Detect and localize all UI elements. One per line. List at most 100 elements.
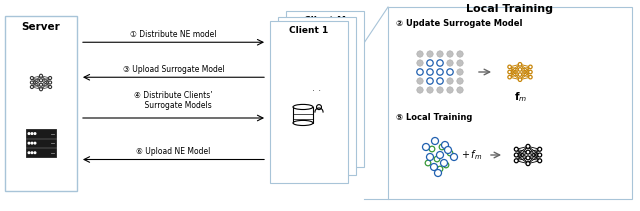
Text: Client 2: Client 2 <box>298 22 337 31</box>
Circle shape <box>49 76 52 80</box>
Circle shape <box>447 60 453 66</box>
Circle shape <box>437 166 443 172</box>
Circle shape <box>427 60 433 66</box>
Circle shape <box>34 152 36 154</box>
Circle shape <box>434 156 440 162</box>
Circle shape <box>457 69 463 75</box>
Text: $+\,f_m$: $+\,f_m$ <box>461 148 483 162</box>
Circle shape <box>457 87 463 93</box>
Circle shape <box>427 87 433 93</box>
Circle shape <box>526 150 530 154</box>
Circle shape <box>28 133 30 134</box>
Circle shape <box>447 51 453 57</box>
Circle shape <box>447 150 453 156</box>
Circle shape <box>31 133 33 134</box>
Circle shape <box>442 142 449 149</box>
Text: ③ Upload Surrogate Model: ③ Upload Surrogate Model <box>123 65 225 74</box>
Ellipse shape <box>293 104 313 110</box>
Circle shape <box>49 85 52 89</box>
Circle shape <box>538 159 541 163</box>
Circle shape <box>34 133 36 134</box>
FancyBboxPatch shape <box>388 7 632 199</box>
Circle shape <box>508 75 511 79</box>
Circle shape <box>31 142 33 144</box>
Circle shape <box>457 60 463 66</box>
Circle shape <box>447 69 453 75</box>
Circle shape <box>317 105 321 110</box>
Circle shape <box>526 144 530 148</box>
Circle shape <box>518 68 522 71</box>
FancyBboxPatch shape <box>270 21 348 183</box>
Circle shape <box>515 153 518 157</box>
Circle shape <box>49 81 52 84</box>
Circle shape <box>30 85 33 89</box>
Circle shape <box>437 51 443 57</box>
Text: $\mathbf{f}_m$: $\mathbf{f}_m$ <box>515 90 527 104</box>
FancyBboxPatch shape <box>5 16 77 191</box>
Circle shape <box>40 83 42 86</box>
Circle shape <box>425 160 431 166</box>
Circle shape <box>429 146 435 152</box>
Circle shape <box>30 81 33 84</box>
Circle shape <box>439 144 445 150</box>
Circle shape <box>440 160 447 166</box>
Text: ① Distribute NE model: ① Distribute NE model <box>131 30 217 39</box>
Circle shape <box>508 65 511 69</box>
FancyBboxPatch shape <box>278 17 356 175</box>
Circle shape <box>437 60 443 66</box>
Circle shape <box>417 51 423 57</box>
Circle shape <box>31 152 33 154</box>
Circle shape <box>457 78 463 84</box>
Circle shape <box>526 162 530 166</box>
FancyBboxPatch shape <box>26 139 56 147</box>
Circle shape <box>437 78 443 84</box>
Circle shape <box>422 143 429 150</box>
Circle shape <box>28 142 30 144</box>
Circle shape <box>445 146 451 153</box>
FancyBboxPatch shape <box>286 11 364 167</box>
Circle shape <box>529 70 532 74</box>
Circle shape <box>417 69 423 75</box>
Text: ② Update Surrogate Model: ② Update Surrogate Model <box>396 19 522 27</box>
Circle shape <box>435 169 442 176</box>
Circle shape <box>417 78 423 84</box>
Circle shape <box>28 152 30 154</box>
Bar <box>293 107 313 123</box>
Circle shape <box>417 87 423 93</box>
Circle shape <box>515 159 518 163</box>
Circle shape <box>427 69 433 75</box>
Circle shape <box>538 153 541 157</box>
Circle shape <box>426 153 433 161</box>
FancyBboxPatch shape <box>26 148 56 157</box>
Circle shape <box>451 153 458 161</box>
Text: Client M: Client M <box>304 16 346 25</box>
Circle shape <box>427 78 433 84</box>
Circle shape <box>447 87 453 93</box>
Circle shape <box>515 147 518 151</box>
Circle shape <box>447 78 453 84</box>
Circle shape <box>538 147 541 151</box>
Circle shape <box>518 78 522 81</box>
Circle shape <box>427 51 433 57</box>
Circle shape <box>417 60 423 66</box>
Circle shape <box>437 69 443 75</box>
Circle shape <box>518 73 522 76</box>
Circle shape <box>457 51 463 57</box>
Circle shape <box>40 88 42 91</box>
Circle shape <box>437 87 443 93</box>
Text: ⑥ Upload NE Model: ⑥ Upload NE Model <box>136 147 211 157</box>
Circle shape <box>436 151 444 158</box>
Circle shape <box>526 156 530 160</box>
Circle shape <box>40 74 42 77</box>
Text: Client 1: Client 1 <box>289 26 328 35</box>
FancyBboxPatch shape <box>26 129 56 138</box>
Circle shape <box>431 164 438 170</box>
Text: Local Training: Local Training <box>467 4 554 14</box>
Ellipse shape <box>293 120 313 126</box>
Circle shape <box>518 62 522 66</box>
Circle shape <box>34 142 36 144</box>
Circle shape <box>529 65 532 69</box>
Text: ⑤ Local Training: ⑤ Local Training <box>396 112 472 122</box>
Text: Server: Server <box>22 22 60 32</box>
Text: · ·: · · <box>312 85 321 96</box>
